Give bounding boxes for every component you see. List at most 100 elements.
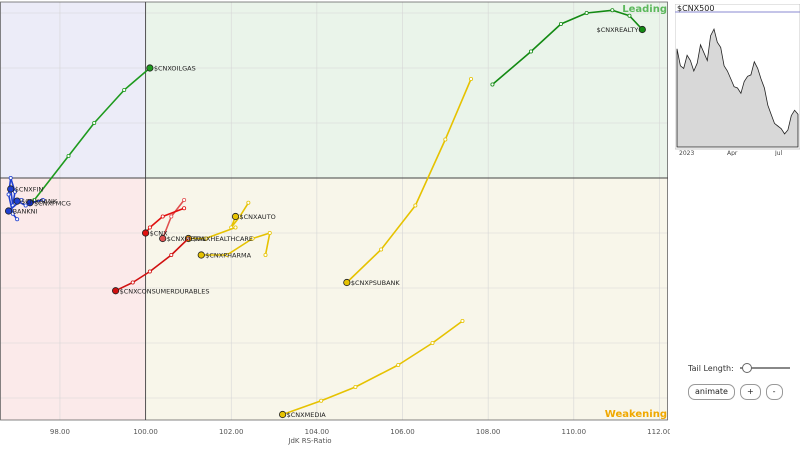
series-label: $CNXFIN (15, 186, 44, 194)
series-label: $CNXPSUBANK (351, 279, 401, 287)
tail-point (627, 13, 632, 18)
weakening-quadrant-label: Weakening (605, 409, 667, 420)
improving-quadrant (0, 2, 146, 178)
series-head-point[interactable] (159, 234, 167, 243)
series-label: $CNXREALTY (597, 26, 639, 34)
series-head-point[interactable] (141, 229, 150, 237)
series-label: $CNXMETAL (167, 235, 207, 243)
series-label: $CNXCONSUMERDURABLES (120, 287, 210, 295)
tail-point (469, 77, 474, 82)
tail-point (186, 236, 191, 241)
series-head-point[interactable] (13, 197, 21, 205)
plot-frame (0, 1, 668, 421)
series-label: $CNXAUTO (240, 213, 276, 221)
tail-point (40, 197, 45, 202)
x-axis-label: JdK RS-Ratio (287, 437, 331, 445)
mini-chart-title: $CNX500 (677, 4, 714, 13)
plus-button[interactable]: + (739, 384, 761, 400)
tail-length-slider[interactable] (739, 363, 790, 373)
mini-price-chart: $CNX500 2023 Apr Jul (675, 4, 800, 156)
tail-point (319, 398, 324, 403)
series-head-point[interactable] (112, 287, 120, 295)
x-tick-label: 98.00 (50, 428, 70, 436)
tail-point (528, 49, 533, 54)
x-tick-label: 102.00 (219, 428, 244, 436)
mini-chart-tick: 2023 (679, 150, 694, 156)
tail-point (10, 211, 15, 216)
series-tail (281, 320, 464, 416)
tail-point (353, 384, 358, 389)
tail-point (23, 203, 28, 208)
series-head-point[interactable] (7, 185, 15, 193)
lagging-quadrant (0, 178, 146, 420)
series-tail (230, 202, 250, 229)
rrg-chart: 98.00 100.00 102.00 104.00 106.00 108.00 110.0… (0, 1, 670, 445)
series-label: $CNXMEDIA (287, 411, 327, 419)
tail-point (584, 10, 589, 15)
series-label: $CNXOILGAS (154, 65, 196, 73)
minus-button[interactable]: - (765, 384, 783, 400)
tail-point (160, 214, 165, 219)
tail-point (147, 269, 152, 274)
tail-point (6, 192, 11, 197)
controls-panel: Tail Length: animate + - (688, 360, 800, 400)
tail-point (610, 8, 615, 13)
x-tick-label: 104.00 (305, 428, 330, 436)
tail-point (396, 362, 401, 367)
series-head-point[interactable] (197, 251, 205, 259)
leading-quadrant-label: Leading (622, 4, 667, 15)
animate-button[interactable]: animate (688, 384, 735, 400)
tail-point (460, 318, 465, 323)
x-tick-label: 112.00 (647, 428, 670, 436)
series-head-point[interactable] (343, 278, 351, 287)
tail-point (182, 206, 187, 211)
tail-point (430, 340, 435, 345)
series-head-point[interactable] (26, 199, 34, 207)
tail-length-label: Tail Length: (688, 363, 734, 373)
x-tick-label: 108.00 (476, 428, 501, 436)
series-head-point[interactable] (638, 25, 646, 34)
series-head-point[interactable] (4, 207, 13, 215)
series-label: $CNX (150, 230, 169, 238)
tail-point (379, 247, 384, 252)
series-label: $CNXPHARMA (205, 252, 251, 260)
series-label: $CNXFMCG (34, 199, 71, 207)
series-head-point[interactable] (279, 410, 287, 419)
tail-point (182, 197, 187, 202)
tail-point (15, 217, 20, 222)
series-head-point[interactable] (231, 212, 240, 221)
mini-chart-tick: Jul (774, 150, 783, 156)
tail-point (558, 21, 563, 26)
series-label: $CNXHEALTHCARE (192, 235, 253, 243)
tail-point (246, 200, 251, 205)
tail-point (92, 121, 97, 126)
tail-point (203, 236, 208, 241)
x-tick-label: 110.00 (562, 428, 587, 436)
tail-length-slider-knob[interactable] (741, 363, 752, 373)
tail-point (490, 82, 495, 87)
weakening-quadrant (145, 178, 669, 420)
tail-point (169, 252, 174, 257)
tail-point (224, 252, 229, 257)
tail-point (130, 280, 135, 285)
tail-point (122, 88, 127, 93)
leading-quadrant (145, 2, 669, 178)
series-head-point[interactable] (146, 64, 154, 72)
tail-point (8, 175, 13, 180)
series-label: BANKNI (13, 208, 38, 216)
tail-point (233, 225, 238, 230)
x-tick-label: 100.00 (133, 428, 158, 436)
mini-chart-area (676, 27, 799, 148)
tail-point (169, 214, 174, 219)
tail-point (443, 137, 448, 142)
tail-point (413, 203, 418, 208)
tail-point (12, 189, 17, 194)
tail-point (267, 230, 272, 235)
tail-point (250, 236, 255, 241)
mini-chart-tick: Apr (727, 150, 738, 156)
tail-point (263, 252, 268, 257)
tail-point (147, 225, 152, 230)
tail-point (66, 153, 71, 158)
series-label: $CNXBANK (21, 198, 58, 206)
x-tick-label: 106.00 (390, 428, 415, 436)
